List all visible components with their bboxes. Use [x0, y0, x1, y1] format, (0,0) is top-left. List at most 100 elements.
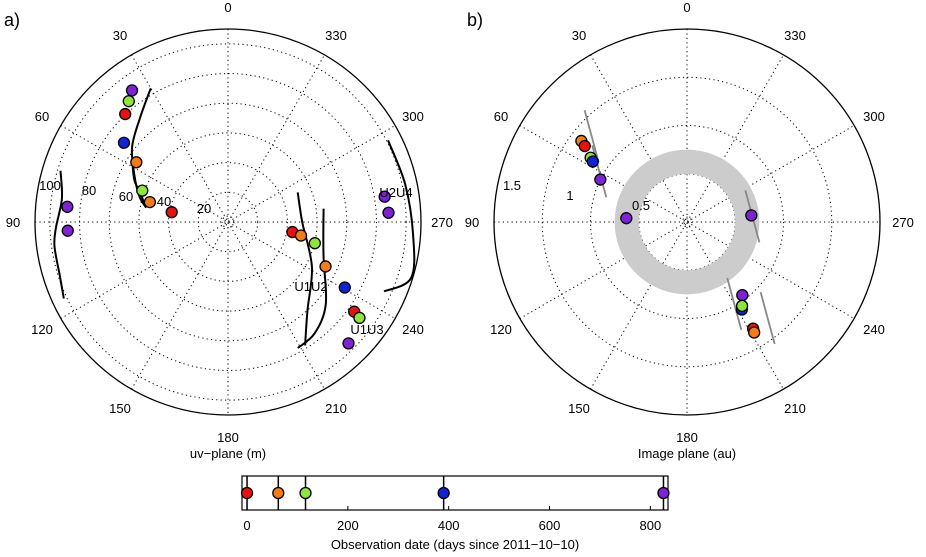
timeline-point-orange	[272, 486, 285, 500]
panel-a-radial-label-100: 100	[39, 178, 61, 193]
panel-a-tracks	[53, 87, 416, 349]
panel-b-angle-label-120: 120	[490, 322, 512, 337]
panel-a-angle-label-30: 30	[113, 28, 127, 43]
panel-b-radial-label-0.5: 0.5	[632, 198, 650, 213]
panel-b-radial-label-1.5: 1.5	[503, 178, 521, 193]
uv-point-orange	[294, 229, 308, 242]
panel-a-grid-spoke	[60, 125, 396, 319]
panel-b-grid	[494, 29, 880, 415]
uv-point-purple	[61, 224, 74, 237]
panel-a-angle-label-150: 150	[109, 401, 131, 416]
panel-b-image-plane: b) 0 30 60 90 120 150 180 210 240 270 30…	[465, 0, 914, 461]
panel-b-angle-label-330: 330	[784, 28, 806, 43]
panel-a-grid-ring	[79, 73, 377, 371]
panel-a-angle-label-300: 300	[402, 109, 424, 124]
panel-a-radial-label-60: 60	[119, 189, 133, 204]
panel-b-angle-label-210: 210	[784, 401, 806, 416]
panel-b-grid-ring	[541, 76, 833, 368]
panel-b-label: b)	[467, 10, 483, 30]
timeline-panel: 0 200 400 600 800 Observation date (days…	[240, 475, 670, 552]
image-point-green	[735, 299, 749, 313]
baseline-label-u1u3: U1U3	[350, 322, 383, 337]
uv-point-red	[165, 206, 178, 219]
uv-point-blue	[117, 136, 131, 149]
image-point-purple	[620, 212, 633, 225]
timeline-point-green	[299, 486, 312, 500]
panel-b-outer-circle	[493, 28, 881, 416]
panel-a-angle-label-90: 90	[6, 215, 20, 230]
panel-a-angle-label-270: 270	[431, 215, 453, 230]
baseline-label-u2u4: U2U4	[379, 185, 412, 200]
uv-point-green	[122, 95, 135, 108]
position-line	[759, 291, 776, 345]
panel-a-radial-label-40: 40	[157, 194, 171, 209]
panel-b-grid-ring	[681, 216, 693, 228]
panel-b-grid-spoke	[519, 125, 855, 319]
panel-b-angle-label-60: 60	[494, 109, 508, 124]
uv-point-green	[353, 311, 366, 325]
panel-a-angle-label-240: 240	[402, 322, 424, 337]
panel-a-angle-label-210: 210	[325, 401, 347, 416]
panel-a-grid-ring	[108, 102, 348, 342]
uv-point-purple	[342, 337, 355, 350]
panel-b-angle-label-270: 270	[892, 215, 914, 230]
panel-a-xlabel: uv−plane (m)	[190, 446, 266, 461]
timeline-marks	[240, 476, 670, 510]
timeline-tick-400: 400	[438, 518, 460, 533]
uv-point-orange	[319, 260, 332, 273]
timeline-point-purple	[657, 486, 670, 500]
panel-a-angle-label-120: 120	[31, 322, 53, 337]
timeline-tick-0: 0	[243, 518, 250, 533]
timeline-tick-800: 800	[640, 518, 662, 533]
uv-point-purple	[382, 206, 395, 219]
uv-track-5	[296, 192, 314, 346]
uv-point-red	[119, 107, 132, 121]
uv-point-blue	[338, 281, 351, 294]
uv-point-purple	[125, 84, 139, 97]
panel-a-angle-label-180: 180	[217, 430, 239, 445]
panel-b-grid-ring	[590, 125, 784, 319]
position-line	[583, 109, 600, 163]
baseline-label-u1u2: U1U2	[294, 279, 327, 294]
panel-b-grid-spoke	[590, 54, 784, 390]
panel-b-angle-label-240: 240	[863, 322, 885, 337]
timeline-tick-600: 600	[539, 518, 561, 533]
timeline-xlabel: Observation date (days since 2011−10−10)	[331, 537, 579, 552]
panel-a-observations	[61, 84, 395, 350]
panel-a-uv-plane: a) 0 30 60 90 120 150 180 210 240 270 30…	[4, 0, 453, 461]
panel-a-grid-spoke	[131, 54, 325, 390]
image-point-blue	[586, 155, 599, 168]
image-point-red	[578, 139, 591, 153]
panel-b-angle-label-30: 30	[572, 28, 586, 43]
image-point-purple	[745, 209, 758, 222]
panel-a-radial-label-20: 20	[197, 201, 211, 216]
panel-b-angle-label-300: 300	[863, 109, 885, 124]
panel-b-angle-label-180: 180	[676, 430, 698, 445]
panel-b-angle-label-0: 0	[683, 0, 690, 15]
panel-a-grid-ring	[221, 215, 235, 229]
uv-point-orange	[143, 195, 157, 209]
panel-b-xlabel: Image plane (au)	[638, 446, 736, 461]
uv-track-6	[297, 208, 328, 349]
panel-a-grid-spoke	[131, 54, 325, 390]
panel-a-angle-label-60: 60	[35, 109, 49, 124]
panel-a-radial-label-80: 80	[82, 183, 96, 198]
panel-a-grid-ring	[49, 43, 407, 401]
uv-point-purple	[61, 200, 74, 213]
panel-b-observations	[575, 134, 761, 339]
timeline-point-red	[240, 486, 254, 500]
panel-b-angle-label-150: 150	[568, 401, 590, 416]
uv-point-green	[136, 184, 149, 197]
panel-a-grid-ring	[168, 162, 288, 282]
panel-b-grid-spoke	[519, 125, 855, 319]
image-point-purple	[736, 288, 749, 302]
timeline-tick-200: 200	[337, 518, 359, 533]
panel-b-radial-label-1: 1	[566, 188, 573, 203]
uv-point-purple	[378, 190, 391, 203]
image-point-purple	[594, 173, 607, 186]
panel-a-angle-label-0: 0	[224, 0, 231, 15]
position-line	[726, 277, 743, 331]
panel-a-grid	[35, 29, 421, 415]
uv-point-green	[308, 237, 321, 250]
uv-track-3	[53, 170, 65, 299]
